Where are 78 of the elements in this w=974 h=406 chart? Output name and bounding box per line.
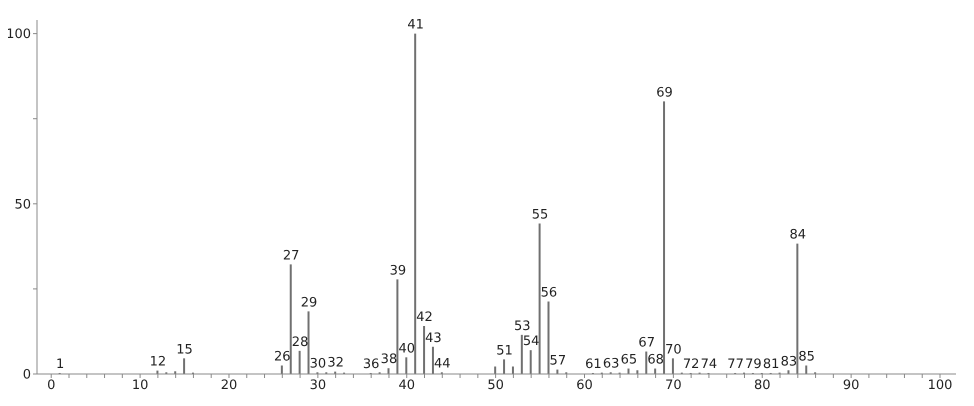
x-tick-label: 0 — [47, 378, 56, 394]
annotation: 79 — [745, 356, 762, 372]
x-tick-label: 100 — [928, 378, 952, 394]
annotation: 84 — [790, 228, 806, 243]
bar — [405, 357, 408, 374]
annotation: 40 — [398, 341, 416, 356]
bar — [547, 302, 550, 374]
x-tick-label: 70 — [665, 378, 682, 394]
bar — [308, 311, 310, 374]
bar — [290, 264, 292, 374]
bar — [280, 365, 283, 374]
annotation: 61 — [585, 356, 602, 372]
annotation: 72 — [682, 356, 700, 372]
x-tick-label: 90 — [842, 378, 860, 394]
annotation: 30 — [310, 356, 326, 372]
annotation: 51 — [496, 343, 513, 358]
annotation: 63 — [602, 356, 620, 372]
annotation: 54 — [522, 334, 540, 350]
annotation: 68 — [647, 352, 664, 368]
annotation: 83 — [780, 354, 798, 370]
annotation: 81 — [762, 356, 780, 372]
annotation: 42 — [416, 310, 433, 326]
annotation: 55 — [532, 208, 548, 223]
x-tick-label: 10 — [132, 378, 148, 394]
y-tick-label: 100 — [6, 27, 31, 42]
annotation: 27 — [282, 248, 300, 264]
bar — [388, 368, 390, 374]
annotation: 74 — [700, 356, 718, 372]
annotation: 39 — [390, 263, 406, 278]
bar — [805, 365, 808, 374]
x-tick-label: 80 — [754, 378, 771, 394]
annotation: 65 — [620, 352, 638, 368]
bar — [494, 366, 496, 374]
bar — [432, 346, 434, 374]
bar — [183, 358, 186, 374]
bar — [627, 368, 630, 374]
annotation: 15 — [176, 342, 193, 358]
bar — [556, 370, 558, 374]
bar — [423, 326, 426, 374]
annotation: 70 — [665, 342, 682, 358]
bar — [796, 244, 798, 374]
bar — [645, 352, 648, 374]
bar — [672, 358, 674, 374]
bar — [538, 224, 541, 374]
annotation: 77 — [727, 356, 744, 372]
annotation: 1 — [56, 356, 64, 372]
bar — [520, 334, 523, 374]
annotation: 28 — [292, 334, 308, 350]
annotation: 85 — [798, 349, 815, 364]
annotation: 32 — [327, 356, 344, 371]
annotation: 57 — [550, 354, 566, 369]
annotation: 29 — [300, 295, 318, 310]
y-tick-label: 0 — [22, 368, 31, 383]
x-tick-label: 30 — [310, 378, 326, 394]
x-tick-label: 40 — [398, 378, 416, 394]
annotation: 36 — [362, 356, 380, 372]
bar — [414, 34, 416, 374]
annotation: 12 — [150, 354, 166, 370]
bar — [512, 366, 514, 374]
bar — [663, 101, 666, 374]
bar — [396, 279, 398, 374]
annotation: 56 — [540, 286, 558, 300]
annotation: 26 — [274, 349, 291, 364]
bar — [654, 368, 656, 374]
x-tick-label: 20 — [220, 378, 238, 394]
bar — [298, 350, 301, 374]
annotation: 69 — [656, 85, 673, 100]
annotation: 44 — [434, 356, 451, 372]
bar — [503, 359, 506, 374]
annotation: 67 — [638, 336, 655, 351]
annotation: 53 — [514, 318, 531, 334]
bar — [530, 350, 532, 374]
x-tick-label: 50 — [487, 378, 504, 394]
x-tick-label: 60 — [576, 378, 593, 394]
y-tick-label: 50 — [14, 197, 31, 212]
annotation: 43 — [425, 330, 442, 346]
annotation: 41 — [407, 18, 424, 33]
annotation: 38 — [380, 352, 398, 368]
